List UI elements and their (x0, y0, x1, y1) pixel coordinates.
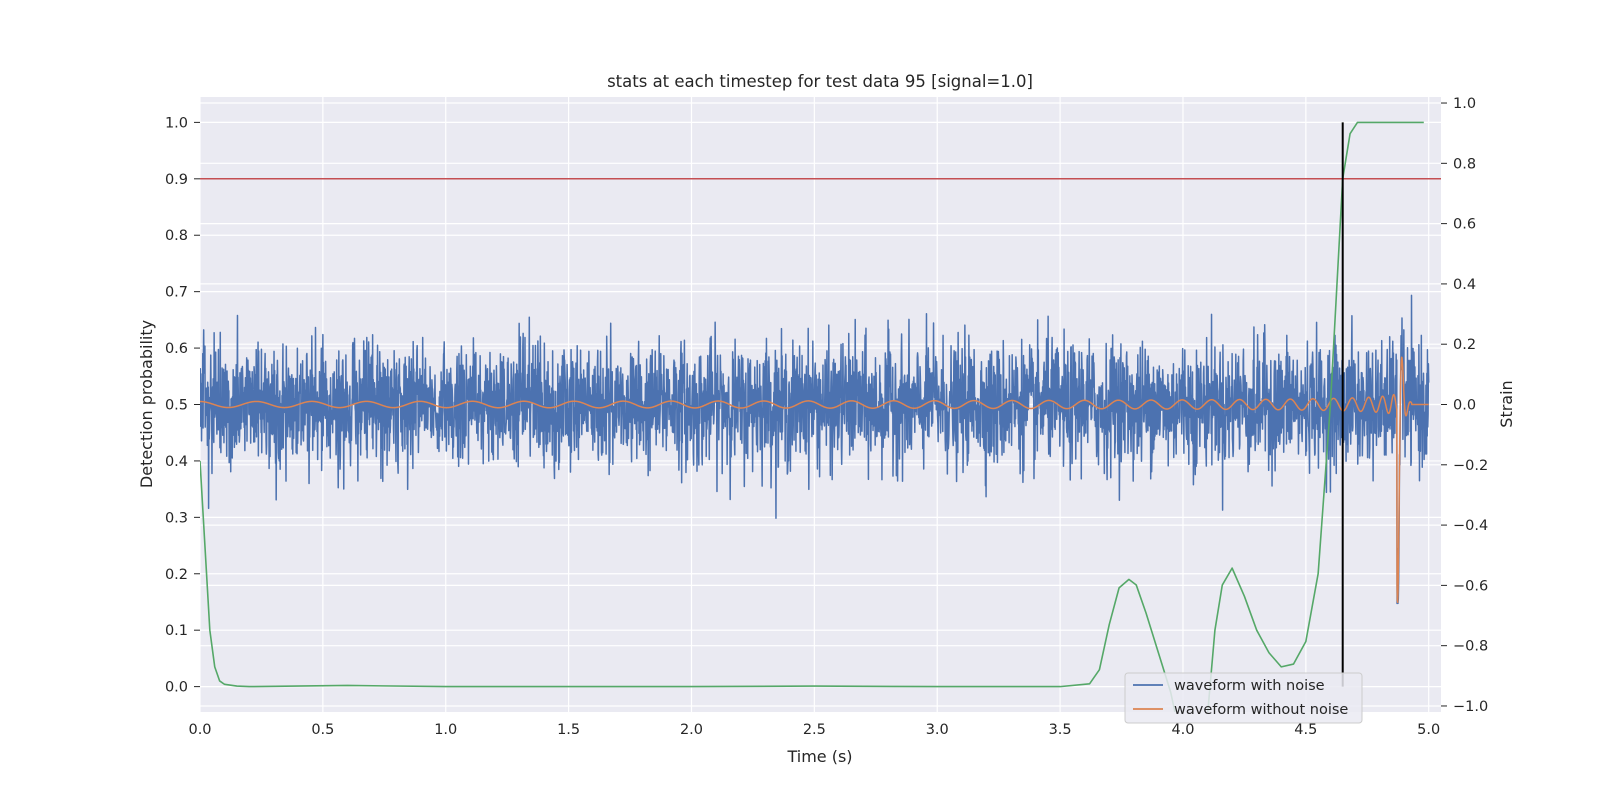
x-tick-label: 0.0 (188, 722, 211, 738)
legend-label-waveform-with-noise: waveform with noise (1174, 678, 1325, 694)
right-y-axis-label: Strain (1497, 380, 1516, 427)
right-y-tick-label: −0.2 (1453, 458, 1488, 474)
x-tick-label: 1.5 (557, 722, 580, 738)
right-y-tick-label: −0.6 (1453, 578, 1488, 594)
left-y-tick-label: 0.4 (165, 454, 188, 470)
left-y-tick-label: 0.7 (165, 285, 188, 301)
right-y-tick-label: −0.8 (1453, 639, 1488, 655)
left-y-tick-label: 0.9 (165, 172, 188, 188)
left-y-tick-label: 0.2 (165, 567, 188, 583)
right-y-tick-label: 0.2 (1453, 337, 1476, 353)
left-y-tick-label: 0.0 (165, 680, 188, 696)
right-y-tick-label: 0.0 (1453, 398, 1476, 414)
x-tick-label: 3.0 (926, 722, 949, 738)
x-tick-label: 5.0 (1417, 722, 1440, 738)
series-line-waveform-without-noise (200, 356, 1430, 604)
x-axis: 0.0 0.5 1.0 1.5 2.0 2.5 3.0 3.5 4.0 4.5 5.0 (188, 722, 1440, 738)
left-y-axis-label: Detection probability (137, 320, 156, 488)
x-tick-label: 2.5 (803, 722, 826, 738)
x-tick-label: 2.0 (680, 722, 703, 738)
right-y-tick-label: −0.4 (1453, 518, 1488, 534)
right-y-tick-label: 1.0 (1453, 96, 1476, 112)
x-tick-label: 3.5 (1049, 722, 1072, 738)
left-y-tick-label: 1.0 (165, 115, 188, 131)
left-y-axis: 0.0 0.1 0.2 0.3 0.4 0.5 0.6 0.7 0.8 0.9 1.0 (165, 115, 200, 696)
right-y-tick-label: 0.8 (1453, 156, 1476, 172)
legend: waveform with noise waveform without noi… (1124, 672, 1363, 724)
left-y-tick-label: 0.8 (165, 228, 188, 244)
x-tick-label: 1.0 (434, 722, 457, 738)
right-y-tick-label: 0.4 (1453, 277, 1476, 293)
x-tick-label: 4.5 (1294, 722, 1317, 738)
left-y-tick-label: 0.6 (165, 341, 188, 357)
left-y-tick-label: 0.3 (165, 510, 188, 526)
x-tick-label: 0.5 (311, 722, 334, 738)
series-layer (200, 121, 1441, 712)
x-axis-label: Time (s) (786, 747, 852, 766)
legend-label-waveform-without-noise: waveform without noise (1174, 702, 1348, 718)
chart-title: stats at each timestep for test data 95 … (607, 72, 1033, 91)
right-y-tick-label: −1.0 (1453, 699, 1488, 715)
left-y-tick-label: 0.5 (165, 398, 188, 414)
left-y-tick-label: 0.1 (165, 623, 188, 639)
right-y-tick-label: 0.6 (1453, 217, 1476, 233)
x-tick-label: 4.0 (1171, 722, 1194, 738)
right-y-axis: −1.0 −0.8 −0.6 −0.4 −0.2 0.0 0.2 0.4 0.6 0.8 1.0 (1441, 96, 1488, 715)
legend-box (1124, 672, 1363, 724)
